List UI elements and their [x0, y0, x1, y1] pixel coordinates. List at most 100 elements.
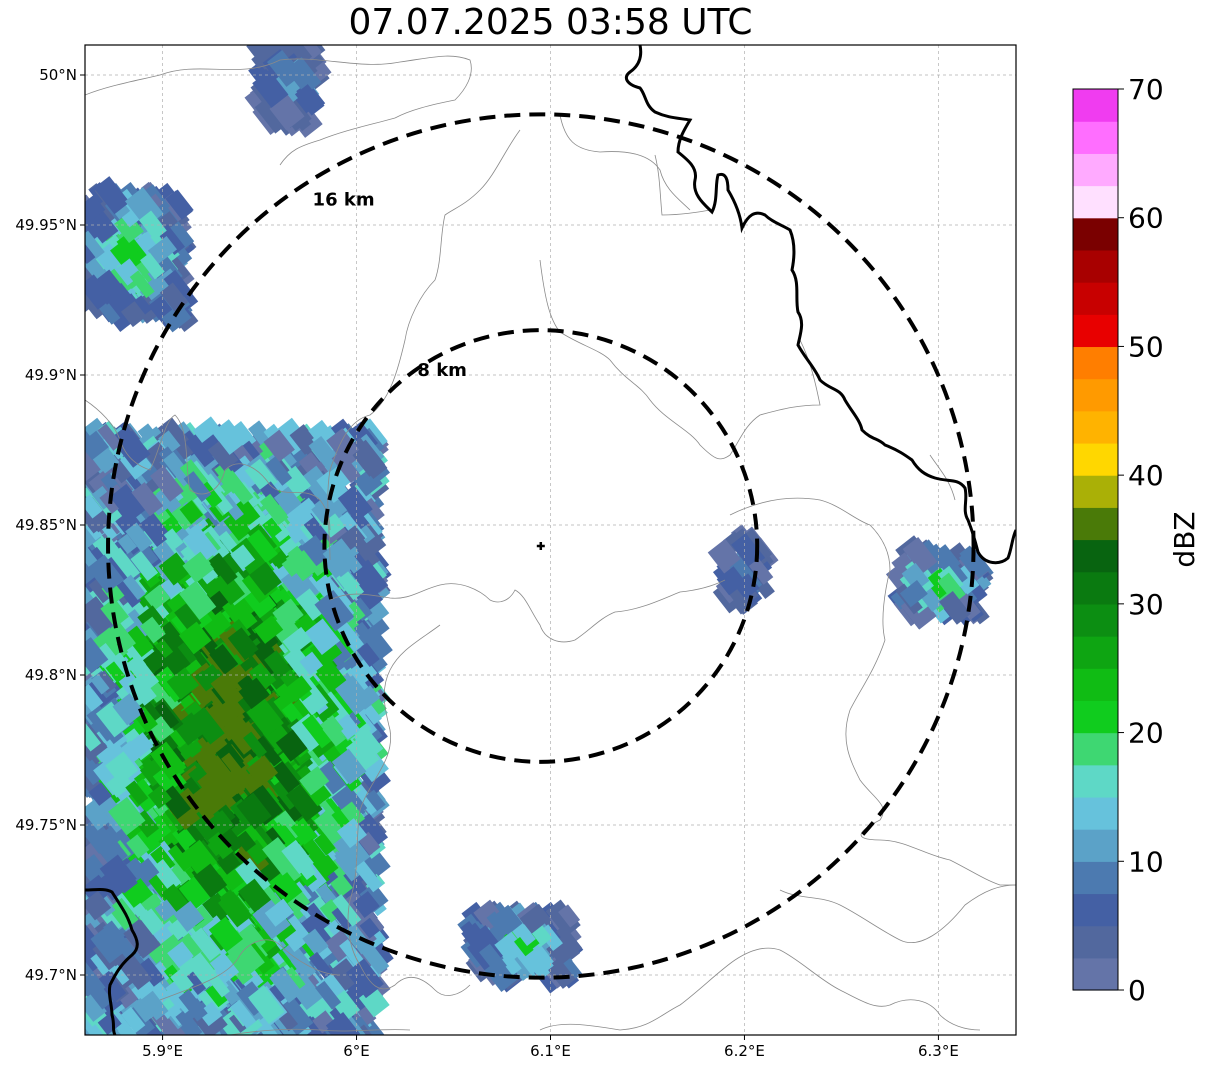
echo-pixel — [179, 500, 204, 525]
echo-pixel — [140, 252, 165, 280]
echo-pixel — [154, 701, 180, 729]
echo-pixel — [173, 932, 203, 963]
echo-pixel — [189, 706, 225, 745]
echo-pixel — [222, 470, 254, 505]
echo-pixel — [183, 471, 212, 502]
echo-pixel — [253, 615, 284, 644]
national-border-east — [624, 45, 1016, 565]
echo-pixel — [281, 839, 314, 875]
echo-pixel — [332, 894, 362, 927]
echo-pixel — [93, 176, 130, 215]
tick-label-lon: 6°E — [343, 1042, 370, 1060]
echo-pixel — [515, 924, 536, 946]
echo-pixel — [340, 525, 366, 550]
echo-pixel — [269, 94, 305, 131]
echo-pixel — [262, 836, 299, 876]
echo-pixel — [259, 493, 289, 526]
echo-pixel — [301, 837, 329, 867]
tick-label-lat: 49.75°N — [15, 816, 77, 834]
echo-pixel — [87, 554, 125, 594]
echo-pixel — [130, 550, 159, 582]
echo-pixel — [163, 269, 192, 300]
echo-pixel — [315, 980, 342, 1010]
echo-pixel — [98, 970, 127, 1001]
echo-pixel — [107, 897, 139, 931]
echo-pixel — [937, 572, 966, 604]
echo-pixel — [901, 562, 930, 592]
boundary-line — [327, 129, 521, 561]
echo-pixel — [208, 832, 234, 860]
echo-pixel — [500, 953, 522, 976]
echo-pixel — [138, 210, 167, 241]
boundary-line — [159, 939, 341, 1001]
echo-pixel — [326, 428, 360, 463]
colorbar-bin — [1073, 732, 1118, 766]
echo-pixel — [352, 890, 380, 919]
colorbar-bin — [1073, 829, 1118, 862]
echo-pixel — [359, 917, 380, 939]
radar-site-marker-icon — [536, 542, 545, 550]
echo-pixel — [166, 667, 200, 700]
echo-pixel — [90, 927, 125, 964]
range-ring-labels: 8 km 16 km — [313, 190, 467, 381]
colorbar-title: dBZ — [1168, 511, 1201, 567]
boundary-line — [85, 399, 331, 531]
echo-pixel — [365, 789, 386, 812]
echo-pixel — [294, 84, 325, 116]
colorbar-bin — [1073, 539, 1118, 573]
echo-pixel — [131, 997, 155, 1023]
echo-pixel — [493, 931, 532, 972]
gridlines — [85, 45, 1016, 1035]
colorbar-bin — [1073, 475, 1118, 508]
echo-pixel — [173, 900, 205, 933]
echo-pixel — [182, 526, 218, 564]
colorbar-bin — [1073, 121, 1118, 154]
echo-pixel — [85, 520, 102, 550]
echo-pixel — [131, 482, 164, 517]
colorbar-bin — [1073, 700, 1118, 734]
colorbar-bin — [1073, 153, 1118, 187]
echo-pixel — [175, 1009, 203, 1035]
echo-pixel — [193, 863, 228, 898]
echo-pixel — [167, 941, 194, 968]
echo-pixel — [94, 670, 117, 694]
echo-pixel — [235, 830, 257, 852]
echo-pixel — [85, 992, 107, 1022]
echo-pixel — [149, 741, 187, 781]
colorbar-tick-label: 0 — [1128, 974, 1146, 1007]
echo-pixel — [147, 784, 172, 810]
echo-pixel — [124, 625, 154, 658]
echo-pixel — [262, 517, 282, 539]
tick-label-lon: 6.2°E — [724, 1042, 765, 1060]
echo-pixel — [263, 429, 295, 463]
echo-pixel — [514, 935, 534, 957]
echo-pixel — [105, 751, 139, 785]
echo-pixel — [167, 844, 193, 872]
echo-pixel — [155, 639, 174, 659]
colorbar-bin — [1073, 378, 1118, 412]
echo-pixel — [315, 760, 348, 795]
echo-pixel — [325, 1012, 361, 1035]
echo-pixel — [227, 627, 259, 660]
echo-pixel — [235, 857, 271, 897]
echo-pixel — [212, 570, 245, 606]
echo-pixel — [197, 771, 227, 804]
echo-pixel — [218, 891, 253, 928]
echo-pixel — [304, 618, 341, 655]
echo-pixel — [85, 750, 105, 786]
echo-pixel — [182, 551, 214, 583]
echo-pixel — [479, 943, 507, 975]
colorbar-tick-label: 20 — [1128, 717, 1164, 750]
boundary-line — [779, 884, 1016, 943]
echo-pixel — [297, 45, 322, 61]
tick-label-lat: 50°N — [39, 66, 77, 84]
echo-pixel — [137, 957, 165, 987]
echo-pixel — [284, 675, 313, 703]
echo-pixel — [350, 437, 378, 467]
colorbar-tick-label: 30 — [1128, 588, 1164, 621]
echo-pixel — [350, 918, 377, 947]
echo-pixel — [252, 69, 289, 108]
echo-pixel — [266, 50, 302, 87]
echo-pixel — [203, 967, 230, 998]
echo-pixel — [270, 761, 301, 794]
